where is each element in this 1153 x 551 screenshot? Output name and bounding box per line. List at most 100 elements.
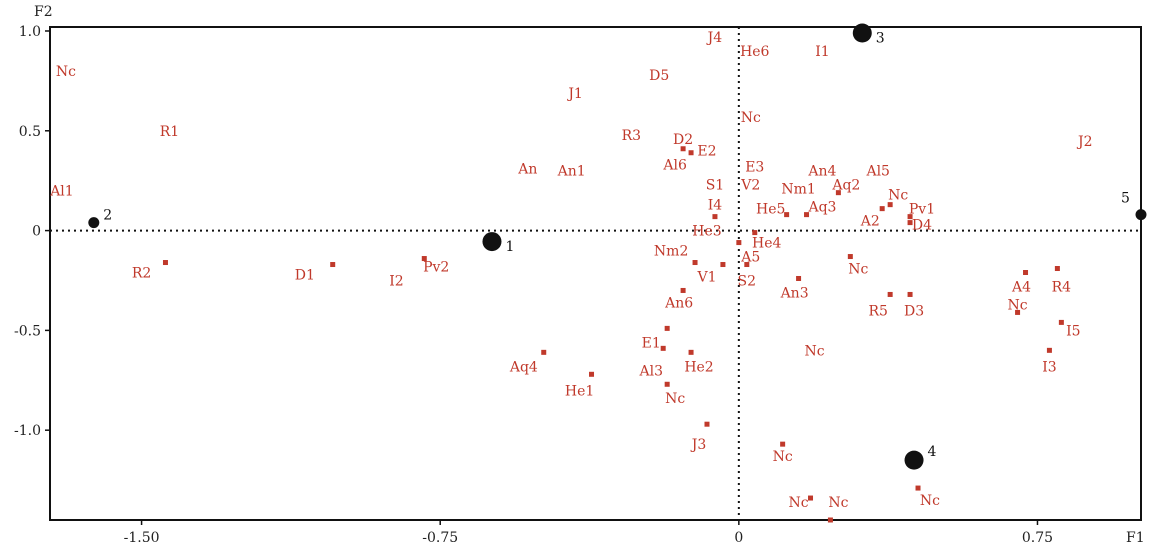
- label-markers: [162, 146, 1064, 523]
- point-label: Aq2: [831, 178, 860, 194]
- y-tick-label: -0.5: [14, 323, 41, 339]
- plot-frame: [49, 26, 1142, 521]
- point-marker: [589, 371, 595, 377]
- point-label: An4: [807, 164, 836, 180]
- point-marker: [847, 254, 853, 260]
- point-marker: [808, 495, 814, 501]
- point-marker: [688, 150, 694, 156]
- point-labels: Nc R1 Al1 R2 D1 I2 Pv2 J1 D5 R3 An An1 D2 Al6 E2 J4 He6 I…: [49, 30, 1092, 511]
- point-label: I2: [389, 273, 403, 289]
- point-label: A2: [860, 214, 880, 230]
- point-label: Nc: [848, 262, 868, 278]
- point-label: R5: [868, 303, 887, 319]
- point-marker: [744, 262, 750, 268]
- point-label: Nc: [665, 391, 685, 407]
- point-marker: [664, 381, 670, 387]
- y-tick-label: -1.0: [14, 423, 41, 439]
- point-marker: [915, 485, 921, 491]
- point-label: Nc: [1008, 297, 1028, 313]
- point-label: Aq4: [509, 359, 538, 375]
- point-label: A4: [1011, 279, 1031, 295]
- x-tick-label: -0.75: [422, 530, 458, 546]
- point-label: Nm2: [654, 244, 688, 260]
- point-label: Al1: [49, 184, 74, 200]
- point-marker: [704, 421, 710, 427]
- point-marker: [879, 206, 885, 212]
- point-label: E1: [642, 335, 661, 351]
- point-marker: [796, 275, 802, 281]
- point-label: He5: [756, 202, 785, 218]
- group-centroid: [482, 232, 502, 252]
- point-marker: [421, 256, 427, 262]
- point-label: R3: [622, 128, 641, 144]
- point-label: An: [517, 162, 537, 178]
- point-marker: [907, 220, 913, 226]
- point-label: A5: [740, 250, 760, 266]
- reference-lines: [50, 27, 1141, 520]
- point-label: Al3: [638, 363, 663, 379]
- point-label: Nc: [920, 493, 940, 509]
- point-label: D2: [673, 132, 693, 148]
- point-label: D1: [295, 267, 315, 283]
- point-label: V1: [696, 269, 716, 285]
- point-label: He6: [740, 44, 769, 60]
- point-label: Pv1: [909, 202, 935, 218]
- group-label: 2: [103, 208, 112, 224]
- point-marker: [680, 146, 686, 152]
- group-label: 4: [928, 444, 937, 460]
- point-marker: [541, 349, 547, 355]
- point-marker: [692, 260, 698, 266]
- y-tick-label: 1.0: [19, 24, 41, 40]
- point-label: Aq3: [807, 200, 836, 216]
- point-label: Al6: [662, 158, 687, 174]
- point-marker: [804, 212, 810, 218]
- point-label: Nc: [773, 449, 793, 465]
- point-label: D5: [649, 68, 669, 84]
- x-tick-label: -1.50: [124, 530, 160, 546]
- point-label: I3: [1042, 359, 1056, 375]
- point-label: I4: [708, 198, 723, 214]
- point-label: J1: [566, 86, 583, 102]
- point-label: D4: [912, 218, 932, 234]
- point-label: J4: [706, 30, 723, 46]
- point-label: He1: [565, 383, 594, 399]
- point-label: J2: [1076, 134, 1093, 150]
- point-label: E3: [745, 160, 764, 176]
- point-label: He2: [684, 359, 713, 375]
- point-label: Nc: [741, 110, 761, 126]
- point-marker: [330, 262, 336, 268]
- point-marker: [887, 291, 893, 297]
- point-marker: [736, 240, 742, 246]
- x-axis-label: F1: [1126, 530, 1145, 546]
- point-marker: [1046, 347, 1052, 353]
- point-label: Al5: [865, 164, 890, 180]
- point-label: S1: [706, 178, 725, 194]
- point-label: He4: [752, 236, 781, 252]
- group-centroid: [88, 217, 100, 229]
- point-label: An1: [557, 164, 586, 180]
- point-marker: [688, 349, 694, 355]
- point-label: Pv2: [423, 260, 449, 276]
- axes: -1.50 -0.75 0 0.75 1.0 0.5 0 -0.5 -1.0: [14, 24, 1053, 546]
- point-marker: [1015, 309, 1021, 315]
- point-label: E2: [697, 144, 716, 160]
- point-marker: [1054, 266, 1060, 272]
- point-label: D3: [904, 303, 924, 319]
- point-marker: [780, 441, 786, 447]
- group-centroid: [852, 23, 872, 43]
- point-marker: [887, 202, 893, 208]
- point-label: R1: [160, 124, 179, 140]
- point-label: R4: [1052, 279, 1072, 295]
- point-marker: [680, 287, 686, 293]
- point-label: Nc: [888, 188, 908, 204]
- point-marker: [907, 214, 913, 220]
- point-marker: [660, 345, 666, 351]
- point-label: Nc: [789, 495, 809, 511]
- x-tick-label: 0.75: [1022, 530, 1053, 546]
- point-label: Nm1: [781, 182, 815, 198]
- point-marker: [907, 291, 913, 297]
- group-label: 3: [876, 30, 885, 46]
- point-label: V2: [740, 178, 760, 194]
- point-label: An6: [664, 295, 693, 311]
